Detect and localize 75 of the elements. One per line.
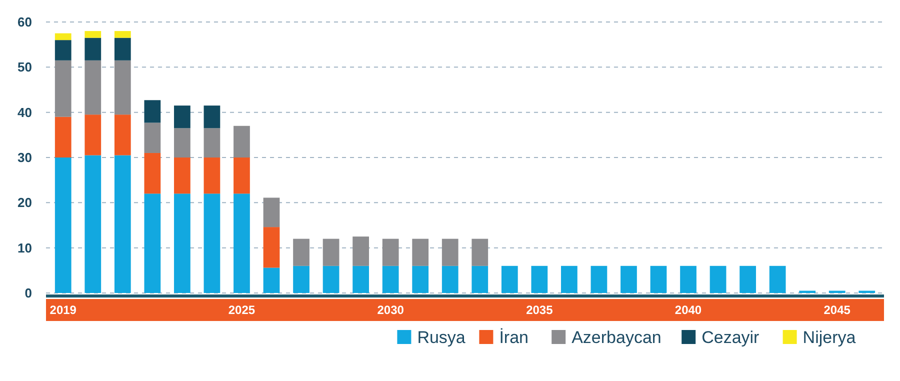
bar [680, 266, 696, 293]
bar [293, 238, 310, 266]
x-tick-label: 2035 [526, 303, 554, 318]
bar [472, 238, 488, 266]
bar [84, 114, 102, 156]
bar [114, 38, 131, 60]
bar [650, 266, 667, 293]
bar [442, 266, 458, 293]
bar [710, 266, 726, 293]
bar [174, 158, 190, 194]
y-tick-label: 60 [18, 14, 32, 30]
x-tick-label: 2025 [228, 303, 256, 318]
bar [174, 194, 190, 293]
bar [442, 238, 458, 266]
bar [84, 155, 102, 293]
legend-label: Nijerya [802, 328, 856, 347]
bar [54, 116, 72, 158]
bar [114, 155, 131, 293]
bar [144, 194, 161, 293]
bar [322, 266, 340, 293]
y-tick-label: 10 [18, 240, 32, 256]
y-tick-label: 30 [18, 150, 32, 166]
bar [263, 227, 280, 268]
bar [740, 266, 756, 293]
legend-label: Rusya [417, 328, 466, 347]
x-tick-label: 2045 [824, 303, 851, 318]
bar [382, 266, 399, 293]
bar [84, 38, 102, 60]
bar [54, 60, 72, 117]
bar [114, 114, 131, 156]
y-tick-label: 20 [18, 195, 32, 210]
bar [590, 266, 608, 293]
bar [620, 266, 637, 293]
bar [412, 238, 429, 266]
bar [352, 266, 369, 293]
bar [769, 266, 786, 293]
legend-label: Cezayir [702, 328, 760, 347]
bar [174, 128, 190, 158]
bar [561, 266, 578, 293]
legend-label: İran [499, 328, 528, 347]
bar [54, 33, 72, 40]
legend-label: Azerbaycan [572, 328, 662, 347]
bar [204, 106, 220, 128]
x-tick-label: 2019 [50, 303, 77, 318]
bar [114, 31, 131, 38]
y-tick-label: 50 [18, 60, 32, 75]
x-tick-label: 2030 [377, 303, 404, 318]
bar [501, 266, 518, 293]
y-tick-label: 40 [18, 104, 32, 120]
bar [472, 266, 488, 293]
bar [204, 128, 220, 158]
bar [144, 122, 161, 153]
y-tick-label: 0 [24, 286, 32, 301]
bar [144, 152, 161, 194]
bar [84, 60, 102, 115]
bar [412, 266, 429, 293]
x-tick-label: 2040 [674, 303, 702, 318]
bar [322, 238, 340, 266]
bar [114, 60, 131, 115]
bar [352, 236, 369, 266]
bar [234, 158, 250, 194]
bar [84, 31, 102, 38]
bar [144, 100, 161, 123]
bar [382, 238, 399, 266]
bar [263, 268, 280, 293]
bar [263, 198, 280, 228]
bar [531, 266, 548, 293]
bar [234, 194, 250, 293]
bar [174, 106, 190, 128]
bar [204, 194, 220, 293]
bar [54, 158, 72, 293]
bar [293, 266, 310, 293]
bar [54, 40, 72, 60]
bar [234, 126, 250, 158]
bar [204, 158, 220, 194]
